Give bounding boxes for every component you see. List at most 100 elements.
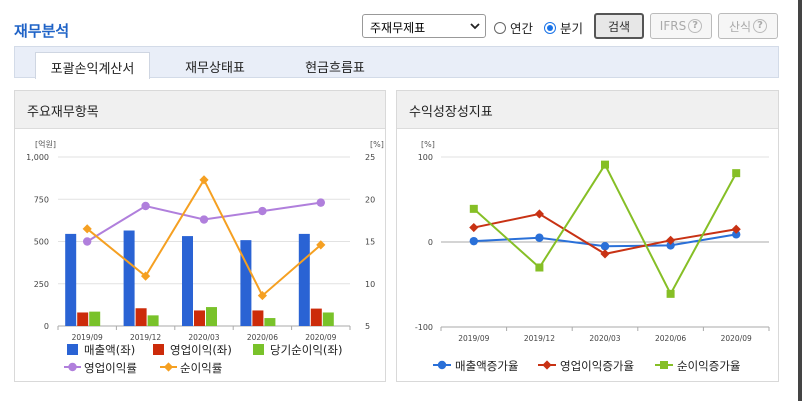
- x-tick-label: 2020/03: [188, 333, 219, 342]
- left-tick-label: 750: [34, 195, 49, 204]
- series-point-2: [731, 224, 741, 234]
- x-tick-label: 2020/09: [721, 334, 752, 343]
- series-point-2: [82, 224, 92, 234]
- series-point-1: [600, 242, 610, 251]
- bar-2: [77, 312, 89, 326]
- bar-3: [264, 318, 276, 326]
- radio-quarter[interactable]: 분기: [544, 18, 583, 37]
- radio-quarter-dot[interactable]: [544, 21, 556, 34]
- legend-marker: [660, 361, 668, 369]
- x-tick-label: 2020/03: [589, 334, 620, 343]
- statement-select-value: 주재무제표: [370, 21, 426, 35]
- series-point-2: [316, 240, 326, 250]
- bar-1: [298, 233, 310, 326]
- key-financials-chart: [억원] [%] 0 250 500 750 1,000 5 10 15 20 25 2019/09 20…: [26, 139, 384, 375]
- bar-2: [310, 308, 322, 326]
- tab-balance-sheet[interactable]: 재무상태표: [185, 61, 245, 76]
- right-tick-label: 25: [365, 153, 375, 162]
- series-point-1: [535, 233, 544, 242]
- legend-swatch: [253, 344, 264, 355]
- search-button[interactable]: 검색: [594, 13, 644, 39]
- bar-1: [240, 240, 252, 326]
- bar-3: [322, 312, 334, 326]
- series-point-2: [199, 175, 209, 185]
- y-tick-label: -100: [415, 323, 433, 332]
- statement-select[interactable]: 주재무제표: [362, 14, 486, 38]
- tab-income-statement[interactable]: 포괄손익계산서: [35, 52, 150, 79]
- series-point-2: [469, 222, 479, 233]
- legend-label: 영업이익증가율: [560, 359, 634, 373]
- series-line-2: [86, 177, 322, 298]
- series-point-3: [469, 204, 478, 213]
- help-icon: ?: [688, 19, 703, 33]
- formula-button[interactable]: 산식 ?: [718, 13, 778, 39]
- y-tick-label: 0: [428, 238, 433, 247]
- series-point-3: [535, 263, 544, 272]
- y-tick-label: 100: [418, 153, 433, 162]
- series-point-1: [199, 215, 209, 224]
- x-tick-label: 2019/09: [72, 333, 103, 342]
- growth-chart: [%] -100 0 100 2019/09 2019/12 2020/03 2020/06 2…: [415, 140, 770, 373]
- key-financials-title: 주요재무항목: [15, 91, 385, 129]
- ifrs-button[interactable]: IFRS ?: [650, 13, 712, 39]
- legend-label: 영업이익(좌): [170, 343, 232, 357]
- x-tick-label: 2020/06: [247, 333, 278, 342]
- series-point-2: [534, 209, 544, 219]
- legend-label: 당기순이익(좌): [270, 343, 342, 357]
- legend-marker: [68, 362, 77, 372]
- radio-annual-dot[interactable]: [494, 21, 506, 34]
- bar-1: [182, 236, 193, 326]
- radio-quarter-label: 분기: [560, 21, 584, 36]
- bar-2: [252, 310, 264, 326]
- statement-tabs: 포괄손익계산서 재무상태표 현금흐름표: [14, 46, 779, 79]
- left-tick-label: 500: [34, 238, 49, 247]
- bar-1: [65, 233, 77, 326]
- left-tick-label: 1,000: [26, 153, 49, 162]
- legend-marker: [437, 360, 447, 370]
- left-axis-unit: [억원]: [35, 139, 56, 149]
- series-point-1: [666, 241, 675, 250]
- right-tick-label: 10: [365, 280, 375, 289]
- series-point-2: [600, 249, 610, 259]
- profitability-growth-panel: 수익성장성지표 [%] -100 0 100 2019/09 2019/12 2020/03…: [396, 90, 779, 382]
- key-financials-panel: 주요재무항목 [억원] [%] 0 250 500 750 1,000 5 10 15 20 25 20…: [14, 90, 386, 382]
- x-tick-label: 2020/06: [655, 334, 686, 343]
- right-tick-label: 20: [365, 195, 375, 204]
- bar-1: [123, 230, 135, 326]
- series-line-3: [473, 162, 738, 296]
- bar-3: [89, 311, 101, 326]
- bar-3: [206, 307, 217, 326]
- right-axis-unit: [%]: [370, 140, 384, 149]
- series-point-2: [666, 235, 676, 245]
- left-tick-label: 250: [34, 280, 49, 289]
- x-tick-label: 2019/12: [524, 334, 555, 343]
- legend-label: 영업이익률: [84, 361, 137, 375]
- series-point-1: [258, 206, 267, 216]
- right-tick-label: 5: [365, 322, 370, 331]
- bar-2: [194, 310, 205, 326]
- help-icon: ?: [753, 19, 768, 33]
- chevron-down-icon: [470, 23, 480, 30]
- series-point-1: [732, 230, 741, 239]
- page-title: 재무분석: [14, 22, 70, 40]
- top-bar: 재무분석 주재무제표 연간 분기 검색 IFRS ? 산식 ?: [0, 0, 802, 46]
- profitability-growth-title: 수익성장성지표: [397, 91, 778, 129]
- legend-marker: [542, 360, 552, 370]
- series-point-3: [666, 289, 675, 298]
- legend-marker: [163, 362, 174, 372]
- series-point-1: [316, 198, 325, 207]
- legend-label: 순이익률: [180, 361, 222, 375]
- series-point-3: [732, 169, 741, 178]
- tab-cash-flow[interactable]: 현금흐름표: [305, 61, 365, 76]
- axis-unit: [%]: [421, 140, 435, 149]
- left-tick-label: 0: [44, 322, 49, 331]
- radio-annual-label: 연간: [510, 21, 534, 36]
- legend-label: 순이익증가율: [677, 359, 740, 373]
- x-tick-label: 2020/09: [305, 333, 336, 342]
- bar-2: [135, 308, 147, 326]
- legend-label: 매출액(좌): [84, 343, 135, 357]
- x-tick-label: 2019/09: [458, 334, 489, 343]
- radio-annual[interactable]: 연간: [494, 18, 533, 37]
- series-point-3: [601, 160, 609, 169]
- window-edge: [798, 0, 802, 401]
